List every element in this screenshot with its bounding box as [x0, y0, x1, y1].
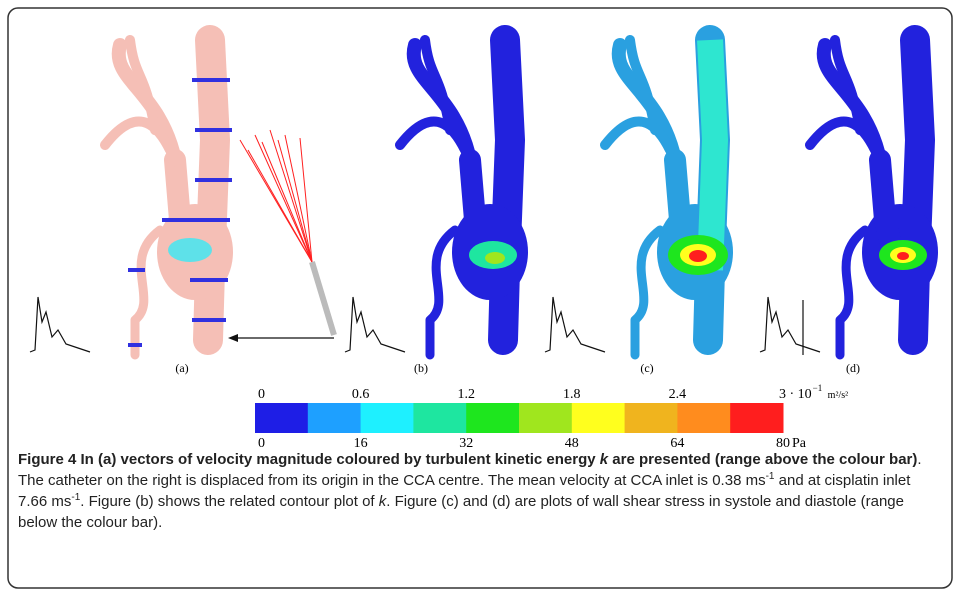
waveform-b — [344, 296, 406, 353]
caption: Figure 4 In (a) vectors of velocity magn… — [18, 449, 943, 533]
panel-label: (c) — [640, 361, 653, 375]
caption-text: . Figure (c) and (d) are plots of wall s… — [18, 493, 904, 531]
colorbar-bin — [360, 403, 414, 433]
panel-label: (d) — [846, 361, 860, 375]
caption-text: are presented (range above the colour ba… — [608, 451, 918, 468]
caption-text: -1 — [71, 492, 81, 503]
caption-text: k — [599, 451, 609, 468]
colorbar-bin — [519, 403, 573, 433]
colorbar: 0 0.6 1.2 1.8 2.4 3 · 10 −1 m²/s² 0 16 32 48 64 80 Pa — [255, 383, 848, 451]
colorbar-top-label: 1.8 — [563, 387, 581, 402]
colorbar-top-label: 3 · 10 — [779, 387, 812, 402]
colorbar-bin — [413, 403, 467, 433]
colorbar-bottom-label: 48 — [565, 436, 579, 451]
colorbar-bottom-label: 80 — [776, 436, 790, 451]
colorbar-bottom-label: 0 — [258, 436, 265, 451]
panel-labels: (a) (b) (c) (d) — [175, 361, 860, 375]
caption-text: Figure 4 In (a) vectors of velocity magn… — [18, 451, 600, 468]
colorbar-bin — [624, 403, 678, 433]
colorbar-bin — [307, 403, 362, 433]
caption-text: -1 — [765, 471, 775, 482]
panel-d-vessel — [810, 40, 938, 355]
colorbar-bottom-label: 32 — [459, 436, 473, 451]
catheter — [228, 129, 337, 342]
panel-b-vessel — [400, 40, 528, 355]
caption-text: . The catheter on the right is displaced… — [18, 451, 922, 489]
colorbar-bottom-unit: Pa — [792, 436, 807, 451]
colorbar-bottom-label: 16 — [354, 436, 368, 451]
panel-label: (b) — [414, 361, 428, 375]
caption-text: . Figure (b) shows the related contour p… — [80, 493, 379, 510]
colorbar-bottom-label: 64 — [670, 436, 684, 451]
waveform-d — [759, 296, 821, 353]
panel-a-vessel — [105, 40, 233, 355]
colorbar-bin — [730, 403, 784, 433]
colorbar-top-label: 0 — [258, 387, 265, 402]
colorbar-top-exponent: −1 — [813, 383, 823, 393]
colorbar-bin — [677, 403, 731, 433]
caption-text: k — [378, 493, 387, 510]
waveform-a — [29, 296, 91, 353]
panel-label: (a) — [175, 361, 188, 375]
frame-border — [7, 7, 953, 589]
colorbar-top-label: 0.6 — [352, 387, 370, 402]
colorbar-bin — [466, 403, 520, 433]
colorbar-top-label: 2.4 — [669, 387, 687, 402]
waveform-c — [544, 296, 606, 353]
panel-c-vessel — [605, 40, 733, 355]
colorbar-top-unit: m²/s² — [828, 390, 848, 401]
colorbar-bin — [255, 403, 309, 433]
colorbar-bin — [571, 403, 626, 433]
colorbar-top-label: 1.2 — [457, 387, 475, 402]
caption-text: and at cisplatin inlet 7.66 ms — [18, 472, 911, 510]
